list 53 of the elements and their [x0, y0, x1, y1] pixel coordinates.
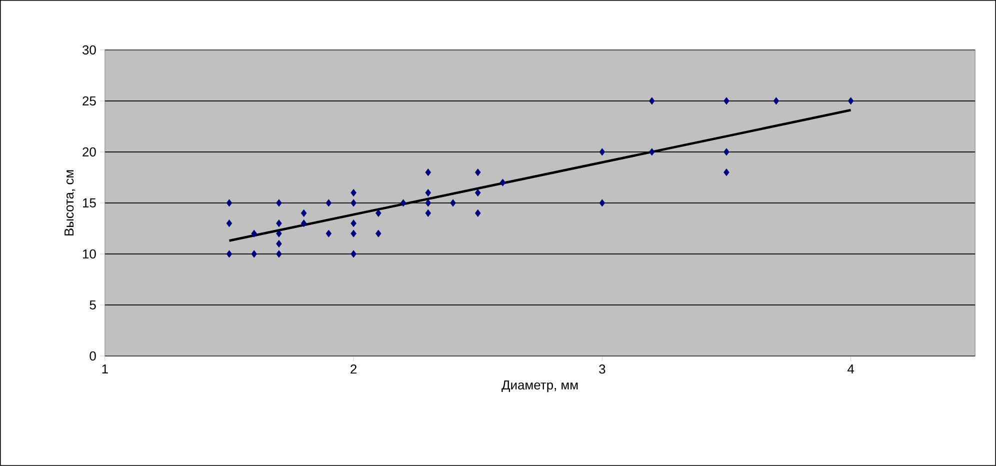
point [500, 178, 506, 186]
point [450, 199, 456, 207]
point [848, 97, 854, 105]
x-tick-label: 1 [102, 364, 108, 374]
point [251, 230, 257, 238]
point [226, 199, 232, 207]
point [724, 168, 730, 176]
point [350, 188, 356, 197]
point [350, 230, 356, 238]
point [474, 188, 481, 197]
y-tick-label: 30 [82, 45, 96, 55]
point [773, 97, 780, 105]
point [425, 188, 432, 197]
point [599, 148, 606, 156]
point [425, 168, 432, 176]
point [724, 148, 730, 156]
point [649, 148, 655, 156]
point [226, 250, 232, 258]
point [276, 240, 282, 248]
y-tick-label: 15 [82, 198, 96, 208]
point [649, 97, 655, 105]
y-axis-title: Высота, см [64, 170, 76, 236]
point [350, 250, 356, 258]
point [326, 230, 332, 238]
point [474, 209, 481, 217]
x-tick-label: 4 [847, 364, 854, 374]
y-tick-label: 0 [90, 351, 96, 361]
point [226, 220, 232, 228]
x-axis-title: Диаметр, мм [502, 380, 578, 392]
point [251, 250, 257, 258]
point [350, 220, 356, 228]
point [276, 199, 282, 207]
x-tick-label: 2 [350, 364, 356, 374]
y-tick-label: 20 [82, 147, 96, 157]
point [400, 199, 406, 207]
point [474, 168, 481, 176]
x-tick-label: 3 [599, 364, 606, 374]
point [300, 209, 307, 217]
y-tick-label: 25 [82, 96, 96, 106]
point [425, 209, 432, 217]
point [425, 199, 432, 207]
point [376, 209, 382, 217]
point [599, 199, 606, 207]
point [276, 250, 282, 258]
point [300, 220, 307, 228]
y-tick-label: 10 [82, 249, 96, 259]
point [276, 230, 282, 238]
point [376, 230, 382, 238]
point [724, 97, 730, 105]
point [350, 199, 356, 207]
point [276, 220, 282, 228]
y-tick-label: 5 [90, 300, 96, 310]
point [326, 199, 332, 207]
